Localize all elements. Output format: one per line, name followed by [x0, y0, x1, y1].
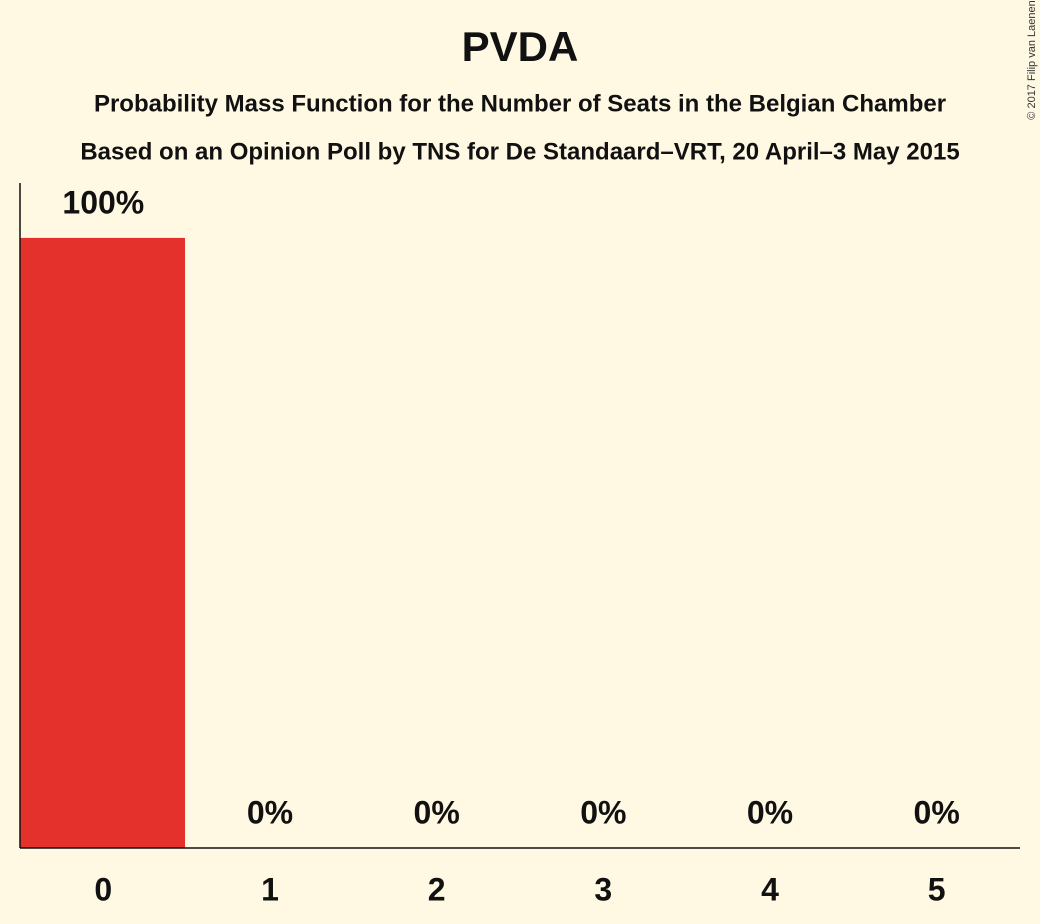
data-label: 0% [914, 794, 960, 830]
x-tick-label: 5 [928, 871, 946, 907]
data-label: 0% [580, 794, 626, 830]
x-tick-label: 3 [594, 871, 612, 907]
x-tick-label: 4 [761, 871, 779, 907]
data-label: 0% [414, 794, 460, 830]
x-tick-label: 2 [428, 871, 446, 907]
chart-subtitle: Probability Mass Function for the Number… [94, 90, 946, 117]
chart-subtitle: Based on an Opinion Poll by TNS for De S… [80, 138, 959, 165]
chart-title: PVDA [462, 23, 579, 70]
data-label: 100% [62, 184, 144, 220]
x-tick-label: 1 [261, 871, 279, 907]
x-tick-label: 0 [94, 871, 112, 907]
data-label: 0% [247, 794, 293, 830]
data-label: 0% [747, 794, 793, 830]
bar [20, 237, 185, 848]
copyright: © 2017 Filip van Laenen [1026, 0, 1038, 119]
